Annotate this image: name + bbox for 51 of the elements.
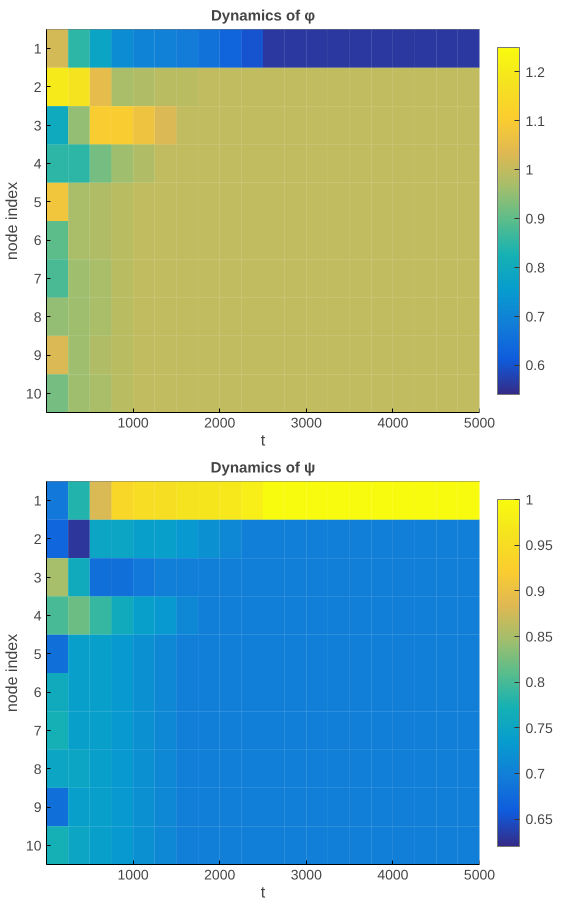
x-tick-label: 3000 <box>290 414 322 430</box>
y-tick-label: 9 <box>34 799 42 816</box>
x-tick-label: 4000 <box>377 866 409 882</box>
color-bar-label: 1.2 <box>526 64 546 80</box>
color-bar-label: 0.8 <box>526 674 546 690</box>
x-axis-title: t <box>260 432 266 450</box>
color-bar-label: 0.95 <box>526 537 553 554</box>
x-tick-label: 3000 <box>290 866 322 882</box>
x-axis-title: t <box>260 884 266 902</box>
color-bar-label: 0.7 <box>526 308 546 324</box>
y-tick-label: 6 <box>34 684 42 700</box>
color-bar-label: 0.7 <box>526 765 546 782</box>
y-tick-label: 8 <box>34 760 42 777</box>
y-tick-label: 3 <box>34 117 42 134</box>
y-tick-label: 6 <box>34 232 42 248</box>
color-bar-label: 0.65 <box>526 811 553 828</box>
y-axis-title: node index <box>4 182 21 260</box>
y-tick-label: 7 <box>34 722 42 738</box>
x-tick-label: 2000 <box>204 866 236 882</box>
color-bar-label: 0.6 <box>526 357 546 374</box>
y-tick-label: 9 <box>34 347 42 364</box>
chart-title: Dynamics of ψ <box>210 460 316 476</box>
y-axis-title: node index <box>4 634 21 712</box>
y-tick-label: 2 <box>34 78 42 95</box>
y-tick-label: 7 <box>34 270 42 286</box>
y-tick-label: 1 <box>34 492 42 509</box>
color-bar-label: 0.75 <box>526 720 553 736</box>
y-tick-label: 5 <box>34 194 42 210</box>
y-tick-label: 2 <box>34 530 42 547</box>
color-bar-label: 0.9 <box>526 210 546 227</box>
color-bar-label: 0.8 <box>526 259 546 276</box>
x-tick-label: 1000 <box>118 866 149 882</box>
x-tick-label: 4000 <box>377 414 409 430</box>
y-tick-label: 4 <box>34 156 42 172</box>
color-bar-label: 1 <box>526 492 534 508</box>
y-tick-label: 4 <box>34 608 42 624</box>
color-bar-label: 0.9 <box>526 582 546 599</box>
color-bar-label: 0.85 <box>526 628 553 644</box>
x-tick-label: 5000 <box>464 866 496 882</box>
y-tick-label: 1 <box>34 40 42 57</box>
y-tick-label: 10 <box>26 837 42 854</box>
color-bar-label: 1.1 <box>526 112 546 129</box>
chart-title: Dynamics of φ <box>210 8 316 24</box>
x-tick-label: 2000 <box>204 414 236 430</box>
x-tick-label: 1000 <box>118 414 149 430</box>
y-tick-label: 5 <box>34 646 42 662</box>
color-bar-label: 1 <box>526 162 534 178</box>
x-tick-label: 5000 <box>464 414 496 430</box>
y-tick-label: 10 <box>26 385 42 402</box>
y-tick-label: 8 <box>34 308 42 325</box>
y-tick-label: 3 <box>34 569 42 586</box>
